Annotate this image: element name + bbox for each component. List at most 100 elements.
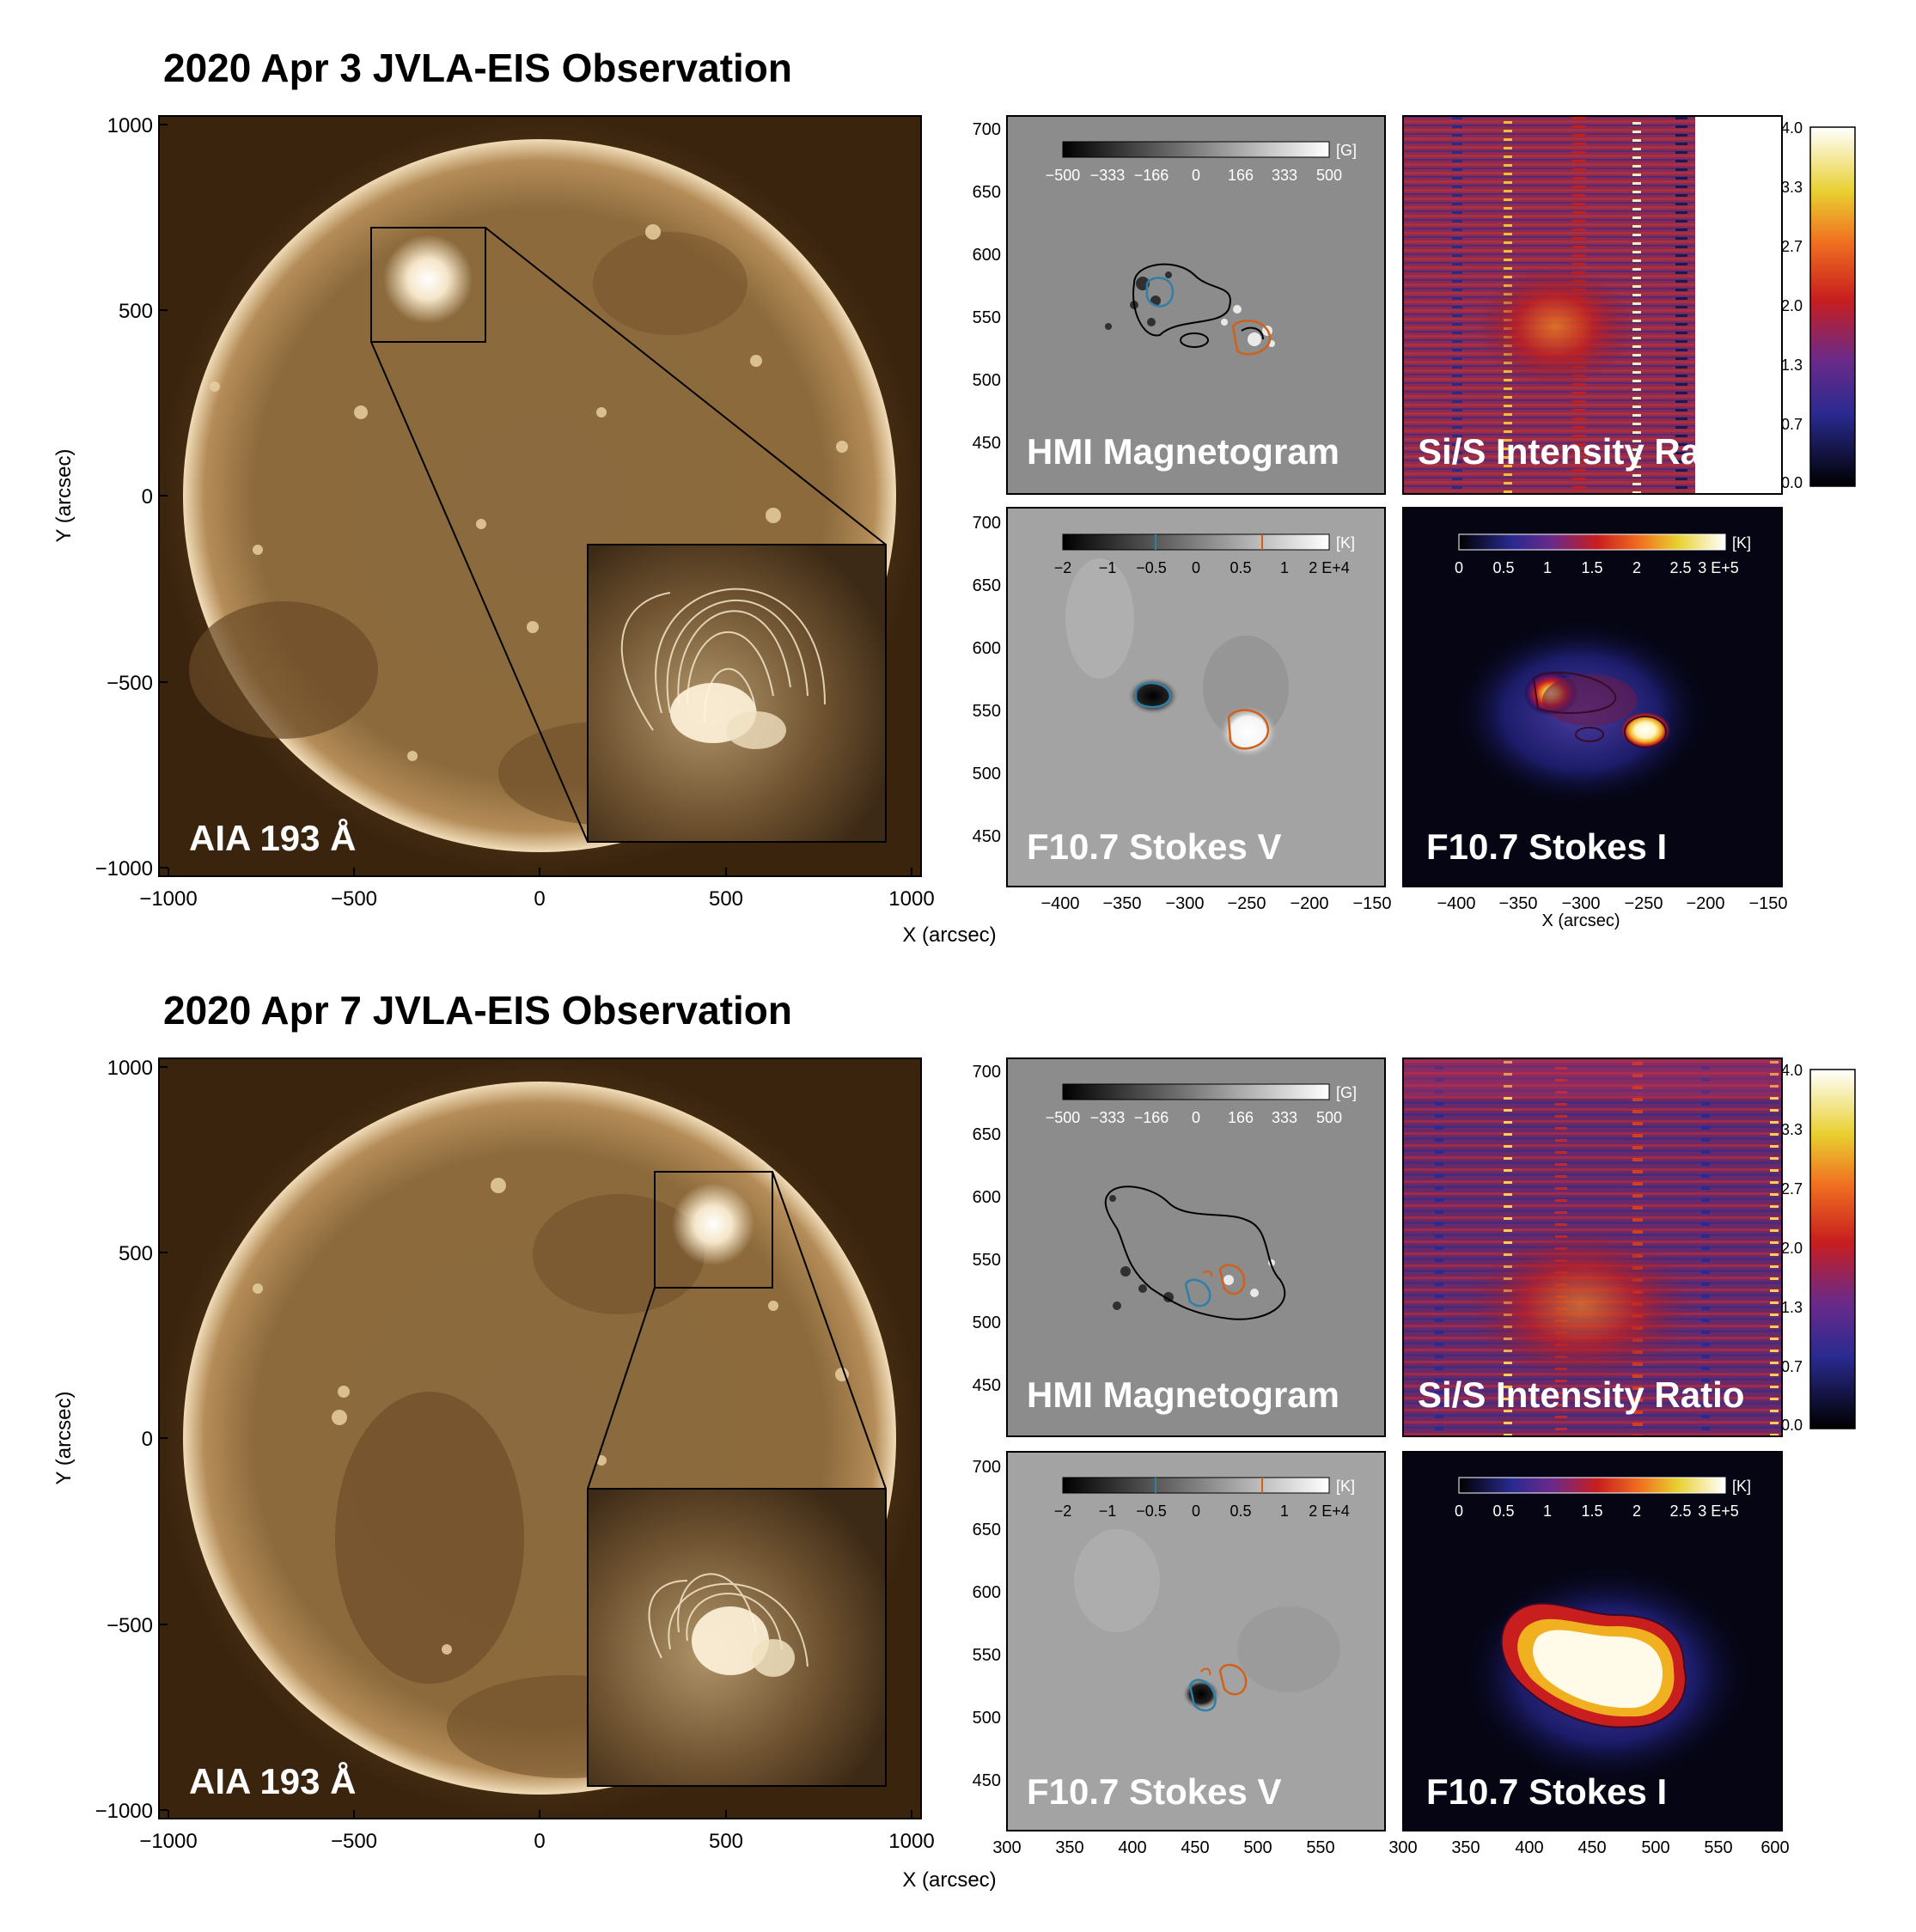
si2-xtick-6: 600 — [1760, 1838, 1789, 1857]
ratio1-cb-2.0: 2.0 — [1781, 297, 1803, 314]
aia2-ytick-0: 0 — [142, 1428, 153, 1451]
si2-unit: [K] — [1732, 1478, 1751, 1495]
aia1-ytick-neg500: −500 — [107, 672, 153, 695]
hmi1-ytick-650: 650 — [973, 183, 1001, 202]
ratio1-cb-4.0: 4.0 — [1781, 119, 1803, 137]
sv2-cb-tick-2: −0.5 — [1136, 1502, 1167, 1520]
sv2-cb-tick-5: 1 — [1280, 1502, 1289, 1520]
aia-full-disk-panel-2: AIA 193 Å — [158, 1057, 922, 1819]
si1-cb-tick-1: 0.5 — [1492, 559, 1514, 576]
aia1-ylabel: Y (arcsec) — [52, 449, 76, 543]
sv1-ytick-450: 450 — [973, 827, 1001, 846]
aia-axes-1: 1000 500 0 −500 −1000 −1000 −500 0 500 1… — [52, 114, 997, 947]
sv2-ytick-650: 650 — [973, 1521, 1001, 1539]
aia-full-disk-panel-1: AIA 193 Å — [158, 115, 922, 877]
ratio2-label: Si/S Intensity Ratio — [1418, 1374, 1744, 1415]
aia1-ytick-0: 0 — [142, 485, 153, 509]
aia-label-1: AIA 193 Å — [189, 818, 357, 858]
aia-label-2: AIA 193 Å — [189, 1761, 357, 1801]
ratio-panel-2: Si/S Intensity Ratio 4.0 3.3 2.7 2.0 1.3… — [1402, 1057, 1856, 1437]
hmi1-unit: [G] — [1336, 142, 1357, 159]
hmi2-ytick-700: 700 — [973, 1063, 1001, 1082]
aia1-xtick-1000: 1000 — [888, 887, 934, 911]
si1-xtick-4: −200 — [1686, 894, 1724, 913]
si1-cb-tick-0: 0 — [1455, 559, 1463, 576]
ratio2-cb-0.7: 0.7 — [1781, 1358, 1803, 1375]
sv1-cb-tick-4: 0.5 — [1230, 559, 1251, 576]
sv2-xtick-1: 350 — [1055, 1838, 1083, 1857]
stokes-i-panel-1: [K] 0 0.5 1 1.5 2 2.5 3 E+5 F10.7 Stokes… — [1402, 507, 1788, 930]
hmi1-cb-tick-4: 166 — [1228, 167, 1254, 184]
si1-xtick-0: −400 — [1437, 894, 1475, 913]
hmi2-ytick-450: 450 — [973, 1376, 1001, 1395]
aia1-xtick-0: 0 — [534, 887, 545, 911]
sv2-unit: [K] — [1336, 1478, 1355, 1495]
hmi-panel-1: [G] −500 −333 −166 0 166 333 500 HMI Mag… — [973, 115, 1386, 495]
si2-xtick-1: 350 — [1451, 1838, 1480, 1857]
sv1-cb-tick-1: −1 — [1099, 559, 1117, 576]
si2-label: F10.7 Stokes I — [1426, 1771, 1667, 1812]
stokes-v-panel-2: [K] −2 −1 −0.5 0 0.5 1 2 E+4 F10.7 Stoke… — [973, 1451, 1386, 1857]
sv2-ytick-550: 550 — [973, 1646, 1001, 1665]
ratio2-cb-0.0: 0.0 — [1781, 1417, 1803, 1434]
sv2-cb-tick-1: −1 — [1099, 1502, 1117, 1520]
sv2-ytick-700: 700 — [973, 1458, 1001, 1477]
si2-cb-tick-6: 3 E+5 — [1698, 1502, 1739, 1520]
sv1-xtick-0: −400 — [1040, 894, 1079, 913]
sv1-xtick-5: −150 — [1352, 894, 1391, 913]
sv2-xtick-2: 400 — [1118, 1838, 1146, 1857]
si2-xtick-4: 500 — [1641, 1838, 1669, 1857]
ratio2-cb-2.0: 2.0 — [1781, 1240, 1803, 1257]
sv1-label: F10.7 Stokes V — [1027, 826, 1281, 867]
stokes-v-panel-1: [K] −2 −1 −0.5 0 0.5 1 2 E+4 F10.7 Stoke… — [973, 507, 1392, 913]
si1-xtick-1: −350 — [1498, 894, 1537, 913]
aia1-xlabel: X (arcsec) — [902, 923, 996, 947]
sv2-cb-tick-6: 2 E+4 — [1309, 1502, 1350, 1520]
si1-cb-tick-2: 1 — [1543, 559, 1552, 576]
sv2-label: F10.7 Stokes V — [1027, 1771, 1281, 1812]
ratio1-cb-3.3: 3.3 — [1781, 179, 1803, 196]
si2-cb-tick-5: 2.5 — [1669, 1502, 1691, 1520]
sv2-xtick-0: 300 — [992, 1838, 1021, 1857]
hmi2-ytick-550: 550 — [973, 1251, 1001, 1270]
si2-xtick-5: 550 — [1704, 1838, 1732, 1857]
sv1-ytick-550: 550 — [973, 702, 1001, 721]
sv2-ytick-600: 600 — [973, 1583, 1001, 1602]
stokes-i-panel-2: [K] 0 0.5 1 1.5 2 2.5 3 E+5 F10.7 Stokes… — [1388, 1451, 1790, 1857]
sv2-xtick-5: 550 — [1306, 1838, 1334, 1857]
sv2-xtick-3: 450 — [1181, 1838, 1209, 1857]
hmi2-cb-tick-2: −166 — [1134, 1109, 1169, 1126]
hmi1-ytick-700: 700 — [973, 120, 1001, 139]
hmi-panel-2: [G] −500 −333 −166 0 166 333 500 HMI Mag… — [973, 1057, 1386, 1437]
aia-inset-1 — [587, 544, 887, 843]
hmi2-ytick-650: 650 — [973, 1125, 1001, 1144]
hmi1-ytick-600: 600 — [973, 246, 1001, 265]
sv1-ytick-700: 700 — [973, 514, 1001, 533]
aia1-ytick-1000: 1000 — [107, 114, 153, 137]
hmi1-ytick-450: 450 — [973, 434, 1001, 453]
aia2-ylabel: Y (arcsec) — [52, 1392, 76, 1485]
sv2-cb-tick-3: 0 — [1192, 1502, 1200, 1520]
hmi2-unit: [G] — [1336, 1084, 1357, 1101]
si1-label: F10.7 Stokes I — [1426, 826, 1667, 867]
sv1-cb-tick-0: −2 — [1054, 559, 1072, 576]
ratio1-label: Si/S Intensity Ratio — [1418, 431, 1744, 472]
hmi1-cb-tick-6: 500 — [1316, 167, 1342, 184]
aia2-xtick-1000: 1000 — [888, 1830, 934, 1853]
aia2-xlabel: X (arcsec) — [902, 1868, 996, 1892]
si1-cb-tick-4: 2 — [1632, 559, 1641, 576]
observation-title-2: 2020 Apr 7 JVLA-EIS Observation — [163, 988, 792, 1033]
si2-xtick-2: 400 — [1515, 1838, 1543, 1857]
aia-axes-2: 1000 500 0 −500 −1000 −1000 −500 0 500 1… — [52, 1057, 997, 1892]
hmi1-cb-tick-3: 0 — [1192, 167, 1200, 184]
sv2-ytick-500: 500 — [973, 1709, 1001, 1728]
hmi2-cb-tick-3: 0 — [1192, 1109, 1200, 1126]
hmi2-ytick-600: 600 — [973, 1188, 1001, 1207]
si2-cb-tick-2: 1 — [1543, 1502, 1552, 1520]
sv1-cb-tick-6: 2 E+4 — [1309, 559, 1350, 576]
si1-cb-tick-6: 3 E+5 — [1698, 559, 1739, 576]
si2-cb-tick-1: 0.5 — [1492, 1502, 1514, 1520]
ratio2-cb-1.3: 1.3 — [1781, 1299, 1803, 1316]
ratio1-cb-1.3: 1.3 — [1781, 357, 1803, 374]
si1-xtick-2: −300 — [1561, 894, 1600, 913]
